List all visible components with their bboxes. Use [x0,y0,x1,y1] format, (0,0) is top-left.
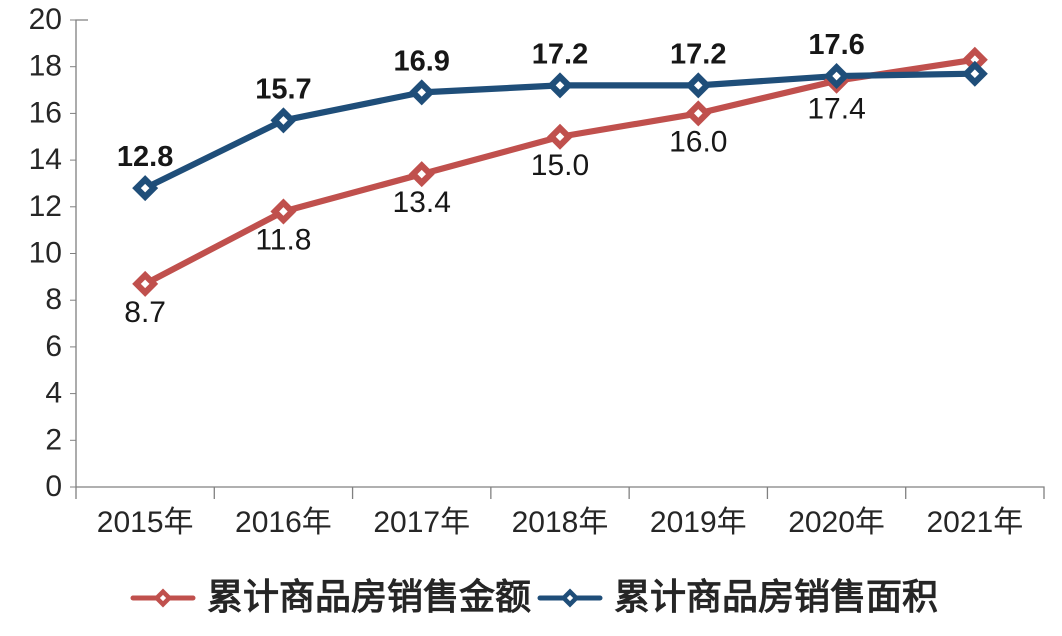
svg-text:累计商品房销售面积: 累计商品房销售面积 [614,576,938,617]
svg-text:17.4: 17.4 [807,93,865,126]
svg-text:2019年: 2019年 [650,506,747,539]
svg-text:16: 16 [29,96,62,129]
svg-text:8.7: 8.7 [124,296,166,329]
svg-text:2015年: 2015年 [97,506,194,539]
svg-text:4: 4 [45,377,62,410]
svg-text:18: 18 [29,50,62,83]
svg-text:2020年: 2020年 [788,506,885,539]
svg-text:13.4: 13.4 [393,186,451,219]
svg-text:15.0: 15.0 [531,149,589,182]
svg-text:11.8: 11.8 [255,223,311,256]
svg-text:0: 0 [45,470,62,503]
svg-text:14: 14 [29,143,62,176]
svg-text:10: 10 [29,237,62,270]
svg-text:8: 8 [45,283,62,316]
svg-text:2: 2 [45,423,62,456]
svg-text:15.7: 15.7 [255,73,311,105]
svg-text:12.8: 12.8 [117,141,173,173]
svg-text:2018年: 2018年 [512,506,609,539]
svg-text:17.6: 17.6 [808,29,864,61]
svg-text:20: 20 [29,3,62,36]
svg-text:2021年: 2021年 [926,506,1023,539]
svg-text:2017年: 2017年 [373,506,470,539]
svg-text:16.0: 16.0 [669,125,727,158]
svg-text:累计商品房销售金额: 累计商品房销售金额 [207,576,531,617]
svg-text:12: 12 [29,190,62,223]
svg-text:17.2: 17.2 [670,38,726,70]
svg-text:16.9: 16.9 [393,45,449,77]
svg-text:2016年: 2016年 [235,506,332,539]
svg-text:6: 6 [45,330,62,363]
svg-text:17.2: 17.2 [532,38,588,70]
